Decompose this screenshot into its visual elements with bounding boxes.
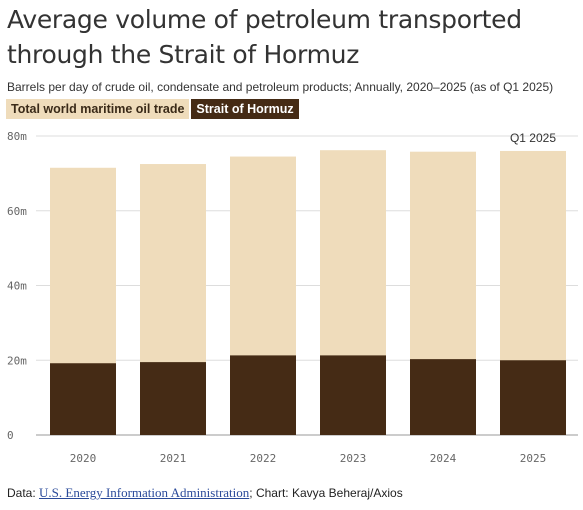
y-tick-label: 0 [7,429,14,442]
x-tick-label: 2020 [70,452,97,465]
source-link[interactable]: U.S. Energy Information Administration [39,485,250,500]
bar-strait-of-hormuz [320,355,386,435]
source-prefix: Data: [7,486,40,500]
bar-chart: 0 20m 40m 60m 80m 2020 2021 2022 2023 2024 2025 Q1 … [7,130,578,465]
y-tick-label: 20m [7,354,27,367]
x-tick-label: 2022 [250,452,277,465]
chart-title: Average volume of petroleum transported … [7,5,522,69]
y-tick-label: 80m [7,130,27,143]
legend-strait-of-hormuz: Strait of Hormuz [191,99,299,119]
bar-strait-of-hormuz [500,360,566,435]
legend: Total world maritime oil trade Strait of… [6,99,299,119]
x-tick-label: 2025 [520,452,547,465]
bar-strait-of-hormuz [140,362,206,435]
bar-strait-of-hormuz [230,355,296,435]
source-note: Data: U.S. Energy Information Administra… [7,485,403,501]
y-tick-label: 40m [7,280,27,293]
annotation-label: Q1 2025 [510,131,556,145]
y-tick-label: 60m [7,205,27,218]
x-tick-label: 2024 [430,452,457,465]
x-tick-label: 2023 [340,452,367,465]
source-suffix: ; Chart: Kavya Beheraj/Axios [249,486,403,500]
legend-world-trade: Total world maritime oil trade [6,99,190,119]
chart-subtitle: Barrels per day of crude oil, condensate… [7,80,554,94]
x-tick-label: 2021 [160,452,187,465]
bar-strait-of-hormuz [410,359,476,435]
bar-strait-of-hormuz [50,363,116,435]
